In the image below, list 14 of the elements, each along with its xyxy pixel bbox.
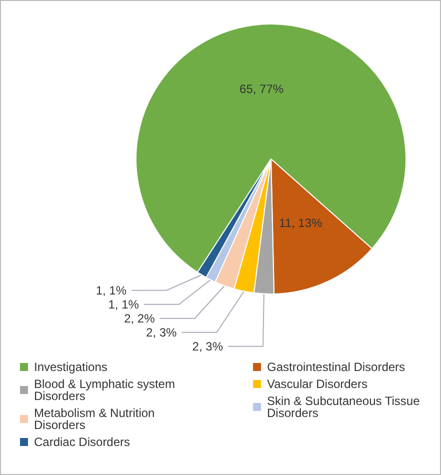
data-label: 65, 77%: [240, 82, 284, 96]
data-label: 1, 1%: [108, 297, 140, 312]
legend-label: Blood & Lymphatic system Disorders: [34, 377, 178, 403]
legend-label: Metabolism & Nutrition Disorders: [34, 406, 158, 432]
data-label: 2, 3%: [192, 339, 224, 354]
legend-label: Vascular Disorders: [267, 377, 368, 391]
data-label: 2, 3%: [146, 325, 178, 340]
legend-label: Gastrointestinal Disorders: [267, 360, 406, 374]
data-label: 1, 1%: [96, 283, 127, 298]
legend-label: Cardiac Disorders: [34, 435, 130, 449]
legend-label: Investigations: [34, 360, 108, 374]
data-label: 11, 13%: [279, 216, 323, 230]
data-label: 2, 2%: [124, 311, 156, 326]
legend-label: Skin & Subcutaneous Tissue Disorders: [267, 394, 424, 420]
